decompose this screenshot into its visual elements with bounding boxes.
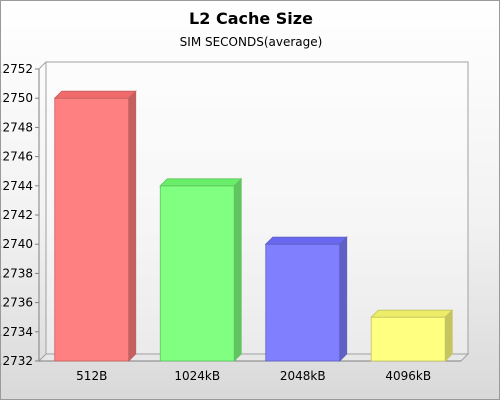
bar-side [444,309,453,362]
bar-front [370,316,446,362]
y-tick-label: .2752 [1,62,33,76]
bar-side [233,177,242,362]
x-tick-label: 512B [76,369,107,383]
bar-top [370,309,454,318]
wall-edge [38,61,47,70]
bar-top [264,236,348,245]
x-tick-label: 4096kB [385,369,431,383]
y-tick-label: .2744 [1,179,33,193]
y-tick-label: .2736 [1,296,33,310]
bar-top [159,178,243,187]
bar-512B [53,90,137,362]
bar-1024kB [159,177,243,362]
y-axis: .2732 .2734 .2736 .2738 .2740 .2742 .2744 .2746… [1,62,39,368]
y-tick-label: .2740 [1,237,33,251]
y-tick-label: .2738 [1,266,33,280]
bar-front [54,97,130,362]
bar-side [339,236,348,362]
bar-top [53,90,137,99]
y-tick-label: .2748 [1,120,33,134]
bar-side [128,90,137,362]
bar-2048kB [264,236,348,362]
bar-front [265,243,341,362]
bar-4096kB [370,309,454,362]
x-tick-label: 2048kB [280,369,326,383]
bars [53,90,454,362]
y-tick-label: .2732 [1,354,33,368]
y-tick-label: .2742 [1,208,33,222]
x-axis: 512B 1024kB 2048kB 4096kB [76,369,431,383]
y-tick-label: .2746 [1,150,33,164]
chart-subtitle: SIM SECONDS(average) [180,35,323,49]
chart-title: L2 Cache Size [189,9,313,28]
x-tick-label: 1024kB [174,369,220,383]
y-tick-label: .2734 [1,325,33,339]
bar-front [159,185,235,362]
y-tick-label: .2750 [1,91,33,105]
